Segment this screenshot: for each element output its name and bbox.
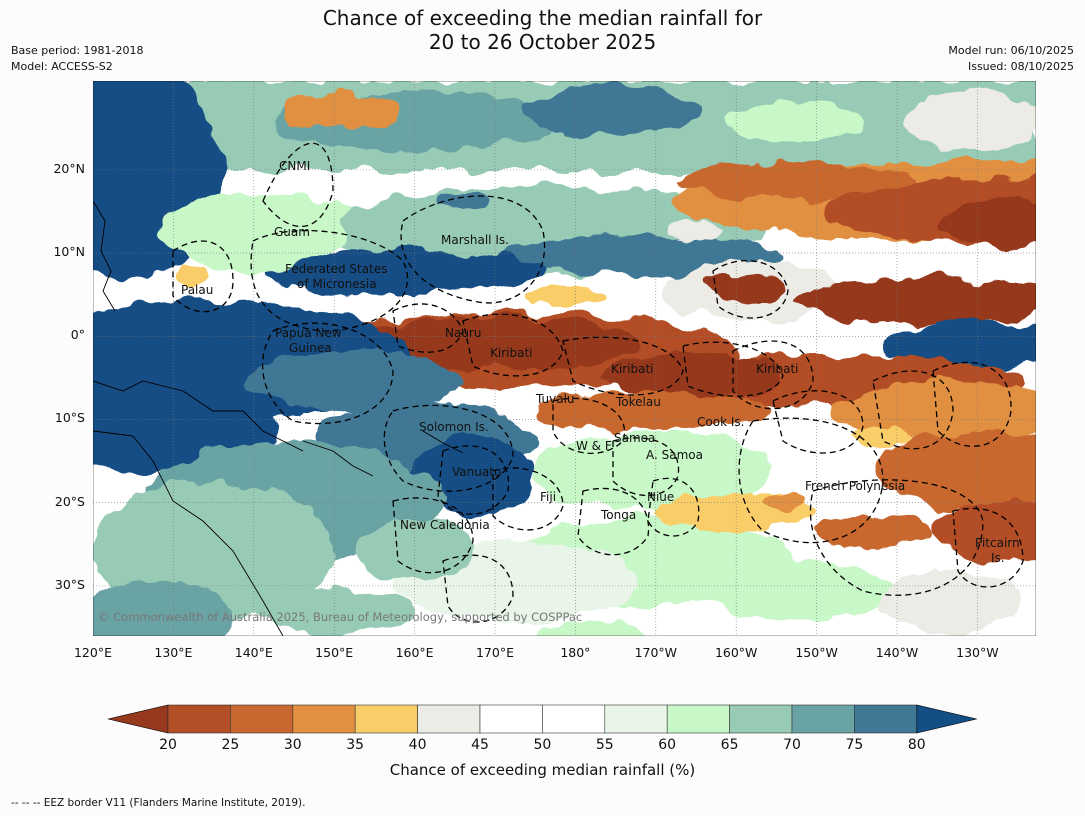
- eez-borders: [172, 142, 1024, 623]
- label-american-samoa: A. Samoa: [646, 448, 703, 462]
- copyright-text: © Commonwealth of Australia 2025, Bureau…: [98, 610, 582, 624]
- latitude-tick-label: 20°S: [54, 493, 85, 509]
- colorbar-tick-label: 55: [595, 737, 614, 753]
- colorbar-box: [542, 704, 606, 734]
- colorbar-label: Chance of exceeding median rainfall (%): [389, 761, 696, 779]
- latitude-tick-label: 30°S: [54, 576, 85, 592]
- latitude-tick-label: 20°N: [53, 160, 85, 176]
- label-png-2: Guinea: [289, 341, 332, 355]
- colorbar-tick-label: 40: [408, 737, 427, 753]
- label-niue: Niue: [647, 490, 674, 504]
- colorbar-tick-label: 45: [471, 737, 489, 753]
- colorbar-tick-label: 30: [283, 737, 302, 753]
- place-labels: CNMI Guam Marshall Is. Federated States …: [181, 159, 1020, 565]
- colorbar-box: [167, 704, 231, 734]
- label-guam: Guam: [274, 225, 310, 239]
- longitude-tick-label: 130°E: [154, 645, 193, 660]
- model-name: Model: ACCESS-S2: [11, 60, 113, 73]
- colorbar-box: [417, 704, 481, 734]
- latitude-tick-label: 10°S: [54, 410, 85, 426]
- label-french-polynesia: French Polynesia: [805, 479, 905, 493]
- label-tokelau: Tokelau: [615, 395, 661, 409]
- colorbar-box: [479, 704, 543, 734]
- colorbar-tick-label: 25: [221, 737, 240, 753]
- colorbar-boxes: [107, 704, 977, 734]
- label-fsm-2: of Micronesia: [297, 277, 377, 291]
- colorbar-tick-label: 35: [346, 737, 365, 753]
- colorbar-box: [230, 704, 294, 734]
- colorbar-box: [604, 704, 668, 734]
- colorbar-tick-label: 80: [907, 737, 926, 753]
- map-title: Chance of exceeding the median rainfall …: [0, 6, 1085, 54]
- map-panel: CNMI Guam Marshall Is. Federated States …: [93, 81, 1036, 636]
- label-marshall: Marshall Is.: [441, 233, 509, 247]
- longitude-tick-label: 150°E: [315, 645, 354, 660]
- footer-note: -- -- -- EEZ border V11 (Flanders Marine…: [11, 797, 306, 809]
- longitude-tick-label: 160°E: [395, 645, 434, 660]
- colorbar-tick-label: 70: [783, 737, 801, 753]
- label-png-1: Papua New: [275, 326, 342, 340]
- colorbar-box: [354, 704, 418, 734]
- label-vanuatu: Vanuatu: [452, 465, 502, 479]
- colorbar-over-arrow: [916, 704, 977, 734]
- label-new-caledonia: New Caledonia: [400, 518, 490, 532]
- colorbar-tick-label: 60: [658, 737, 677, 753]
- title-line-1: Chance of exceeding the median rainfall …: [322, 6, 763, 30]
- latitude-tick-label: 10°N: [53, 244, 85, 260]
- label-tonga: Tonga: [600, 508, 636, 522]
- label-fiji: Fiji: [540, 490, 556, 504]
- label-cook: Cook Is.: [697, 415, 744, 429]
- longitude-tick-label: 120°E: [73, 645, 112, 660]
- colorbar-tick-label: 50: [533, 737, 552, 753]
- label-cnmi: CNMI: [279, 159, 310, 173]
- colorbar-box: [292, 704, 356, 734]
- graticule: [93, 81, 1036, 636]
- label-kiribati-west: Kiribati: [490, 346, 532, 360]
- colorbar-box: [729, 704, 793, 734]
- rainfall-map: CNMI Guam Marshall Is. Federated States …: [93, 81, 1036, 636]
- colorbar-tick-label: 75: [845, 737, 864, 753]
- longitude-tick-label: 140°W: [875, 645, 919, 660]
- longitude-tick-label: 170°W: [634, 645, 678, 660]
- latitude-tick-label: 0°: [70, 327, 85, 343]
- rainfall-field: [93, 81, 1036, 636]
- colorbar: [107, 704, 977, 734]
- longitude-tick-label: 150°W: [795, 645, 838, 660]
- longitude-tick-label: 180°: [560, 645, 591, 660]
- label-solomon: Solomon Is.: [419, 420, 489, 434]
- label-nauru: Nauru: [445, 326, 481, 340]
- label-samoa: Samoa: [614, 431, 655, 445]
- rainfall-field-detail: [177, 193, 913, 636]
- colorbar-box: [854, 704, 918, 734]
- model-run: Model run: 06/10/2025: [948, 44, 1074, 57]
- label-palau: Palau: [181, 283, 213, 297]
- longitude-tick-label: 160°W: [714, 645, 758, 660]
- base-period: Base period: 1981-2018: [11, 44, 144, 57]
- issued-date: Issued: 08/10/2025: [967, 60, 1074, 73]
- longitude-tick-label: 130°W: [956, 645, 999, 660]
- label-kiribati-east: Kiribati: [756, 362, 798, 376]
- coastlines: [93, 200, 464, 636]
- longitude-tick-label: 170°E: [475, 645, 514, 660]
- label-wallis-futuna: W & F: [576, 439, 612, 453]
- label-kiribati-central: Kiribati: [611, 362, 653, 376]
- meta-left: Base period: 1981-2018 Model: ACCESS-S2: [11, 43, 143, 75]
- label-tuvalu: Tuvalu: [535, 392, 575, 406]
- colorbar-tick-label: 65: [720, 737, 739, 753]
- label-fsm-1: Federated States: [285, 262, 387, 276]
- meta-right: Model run: 06/10/2025 Issued: 08/10/2025: [948, 43, 1074, 75]
- label-pitcairn-1: Pitcairn: [975, 536, 1020, 550]
- colorbar-under-arrow: [107, 704, 169, 734]
- label-pitcairn-2: Is.: [991, 551, 1005, 565]
- longitude-tick-label: 140°E: [234, 645, 273, 660]
- colorbar-box: [666, 704, 730, 734]
- title-line-2: 20 to 26 October 2025: [428, 30, 657, 54]
- colorbar-tick-label: 20: [159, 737, 177, 753]
- colorbar-box: [791, 704, 855, 734]
